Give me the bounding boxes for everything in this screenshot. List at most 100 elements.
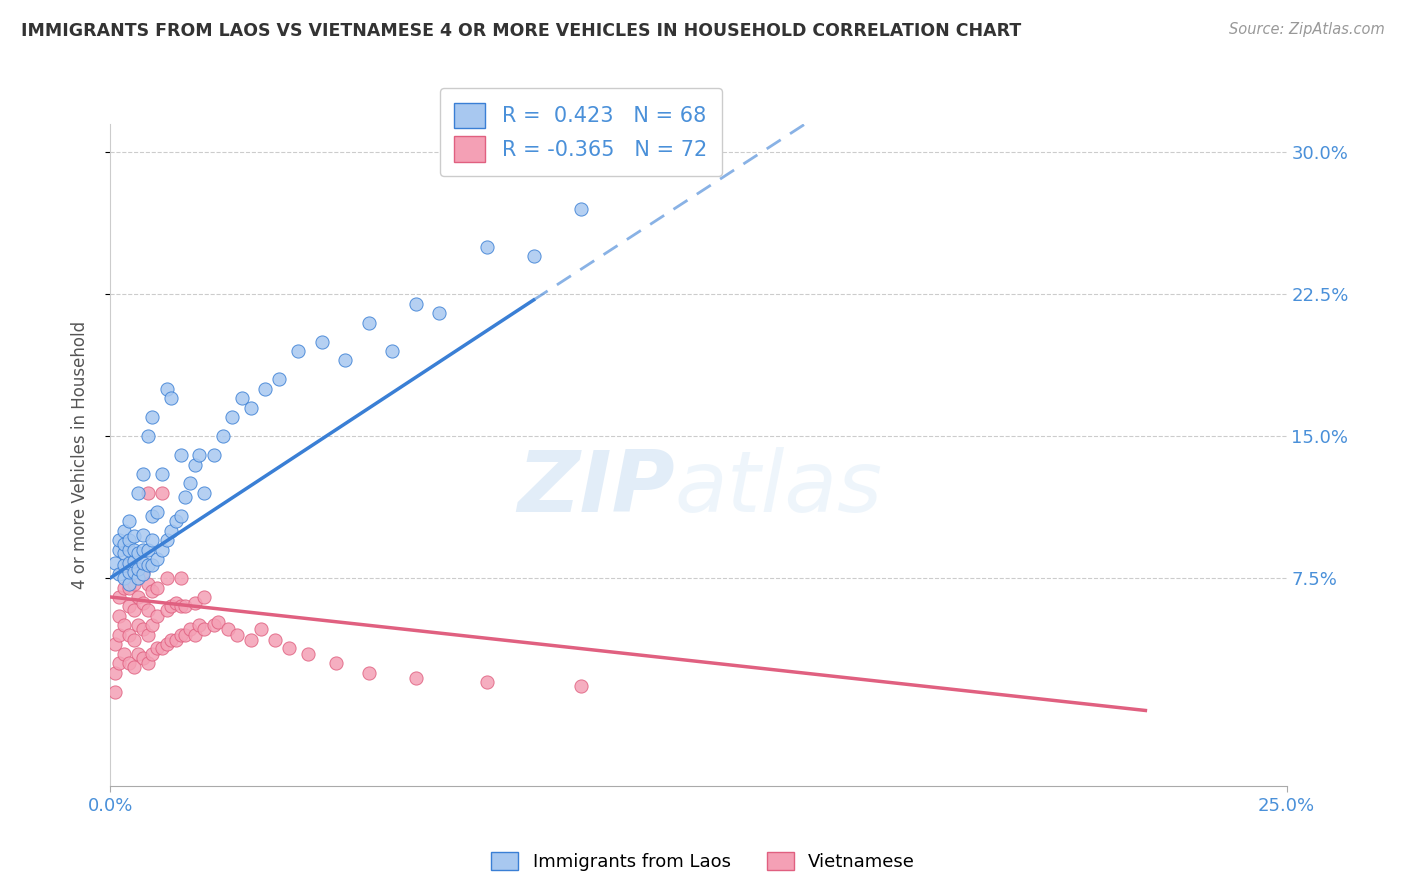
Point — [118, 599, 141, 614]
Point — [141, 508, 163, 523]
Point — [155, 533, 177, 548]
Point — [132, 596, 155, 610]
Point — [112, 581, 135, 595]
Point — [122, 660, 145, 674]
Point — [108, 656, 131, 670]
Point — [108, 567, 131, 582]
Text: Source: ZipAtlas.com: Source: ZipAtlas.com — [1229, 22, 1385, 37]
Point — [325, 656, 347, 670]
Point — [240, 401, 263, 415]
Point — [118, 566, 141, 580]
Point — [188, 618, 211, 632]
Point — [277, 641, 299, 656]
Text: atlas: atlas — [675, 447, 883, 530]
Point — [335, 353, 357, 368]
Point — [118, 581, 141, 595]
Point — [112, 546, 135, 560]
Point — [160, 633, 183, 648]
Point — [184, 628, 207, 642]
Point — [122, 576, 145, 591]
Point — [188, 448, 211, 462]
Point — [132, 650, 155, 665]
Point — [184, 596, 207, 610]
Text: IMMIGRANTS FROM LAOS VS VIETNAMESE 4 OR MORE VEHICLES IN HOUSEHOLD CORRELATION C: IMMIGRANTS FROM LAOS VS VIETNAMESE 4 OR … — [21, 22, 1021, 40]
Point — [221, 410, 243, 425]
Point — [136, 486, 159, 500]
Point — [146, 608, 169, 623]
Point — [179, 622, 201, 636]
Point — [108, 533, 131, 548]
Point — [169, 599, 191, 614]
Point — [146, 505, 169, 519]
Point — [311, 334, 333, 349]
Text: ZIP: ZIP — [517, 447, 675, 530]
Point — [174, 490, 197, 504]
Point — [118, 558, 141, 572]
Point — [136, 628, 159, 642]
Point — [146, 552, 169, 566]
Legend: Immigrants from Laos, Vietnamese: Immigrants from Laos, Vietnamese — [484, 845, 922, 879]
Point — [475, 675, 498, 690]
Point — [136, 542, 159, 557]
Point — [141, 533, 163, 548]
Point — [150, 486, 173, 500]
Point — [150, 641, 173, 656]
Point — [118, 576, 141, 591]
Point — [184, 458, 207, 472]
Point — [146, 581, 169, 595]
Point — [297, 647, 319, 661]
Point — [104, 684, 127, 698]
Point — [122, 554, 145, 568]
Point — [112, 524, 135, 538]
Point — [141, 584, 163, 599]
Point — [169, 628, 191, 642]
Point — [118, 533, 141, 548]
Point — [231, 392, 253, 406]
Point — [122, 566, 145, 580]
Point — [108, 608, 131, 623]
Point — [226, 628, 249, 642]
Point — [523, 249, 546, 263]
Point — [141, 647, 163, 661]
Point — [254, 382, 277, 396]
Point — [169, 508, 191, 523]
Point — [127, 546, 149, 560]
Point — [122, 603, 145, 617]
Point — [165, 596, 187, 610]
Point — [165, 514, 187, 528]
Point — [217, 622, 239, 636]
Point — [118, 556, 141, 570]
Point — [150, 542, 173, 557]
Point — [202, 618, 225, 632]
Point — [104, 665, 127, 680]
Point — [475, 240, 498, 254]
Point — [165, 633, 187, 648]
Point — [122, 542, 145, 557]
Point — [240, 633, 263, 648]
Point — [169, 571, 191, 585]
Point — [127, 647, 149, 661]
Point — [127, 571, 149, 585]
Point — [141, 410, 163, 425]
Point — [118, 656, 141, 670]
Point — [136, 576, 159, 591]
Point — [263, 633, 285, 648]
Point — [249, 622, 271, 636]
Point — [112, 537, 135, 551]
Point — [160, 599, 183, 614]
Point — [212, 429, 235, 443]
Point — [357, 316, 380, 330]
Point — [118, 628, 141, 642]
Legend: R =  0.423   N = 68, R = -0.365   N = 72: R = 0.423 N = 68, R = -0.365 N = 72 — [440, 88, 721, 177]
Point — [569, 679, 592, 693]
Point — [132, 622, 155, 636]
Point — [112, 571, 135, 585]
Point — [104, 556, 127, 570]
Point — [118, 514, 141, 528]
Point — [136, 558, 159, 572]
Point — [132, 567, 155, 582]
Point — [269, 372, 291, 386]
Point — [179, 476, 201, 491]
Point — [193, 622, 215, 636]
Point — [136, 429, 159, 443]
